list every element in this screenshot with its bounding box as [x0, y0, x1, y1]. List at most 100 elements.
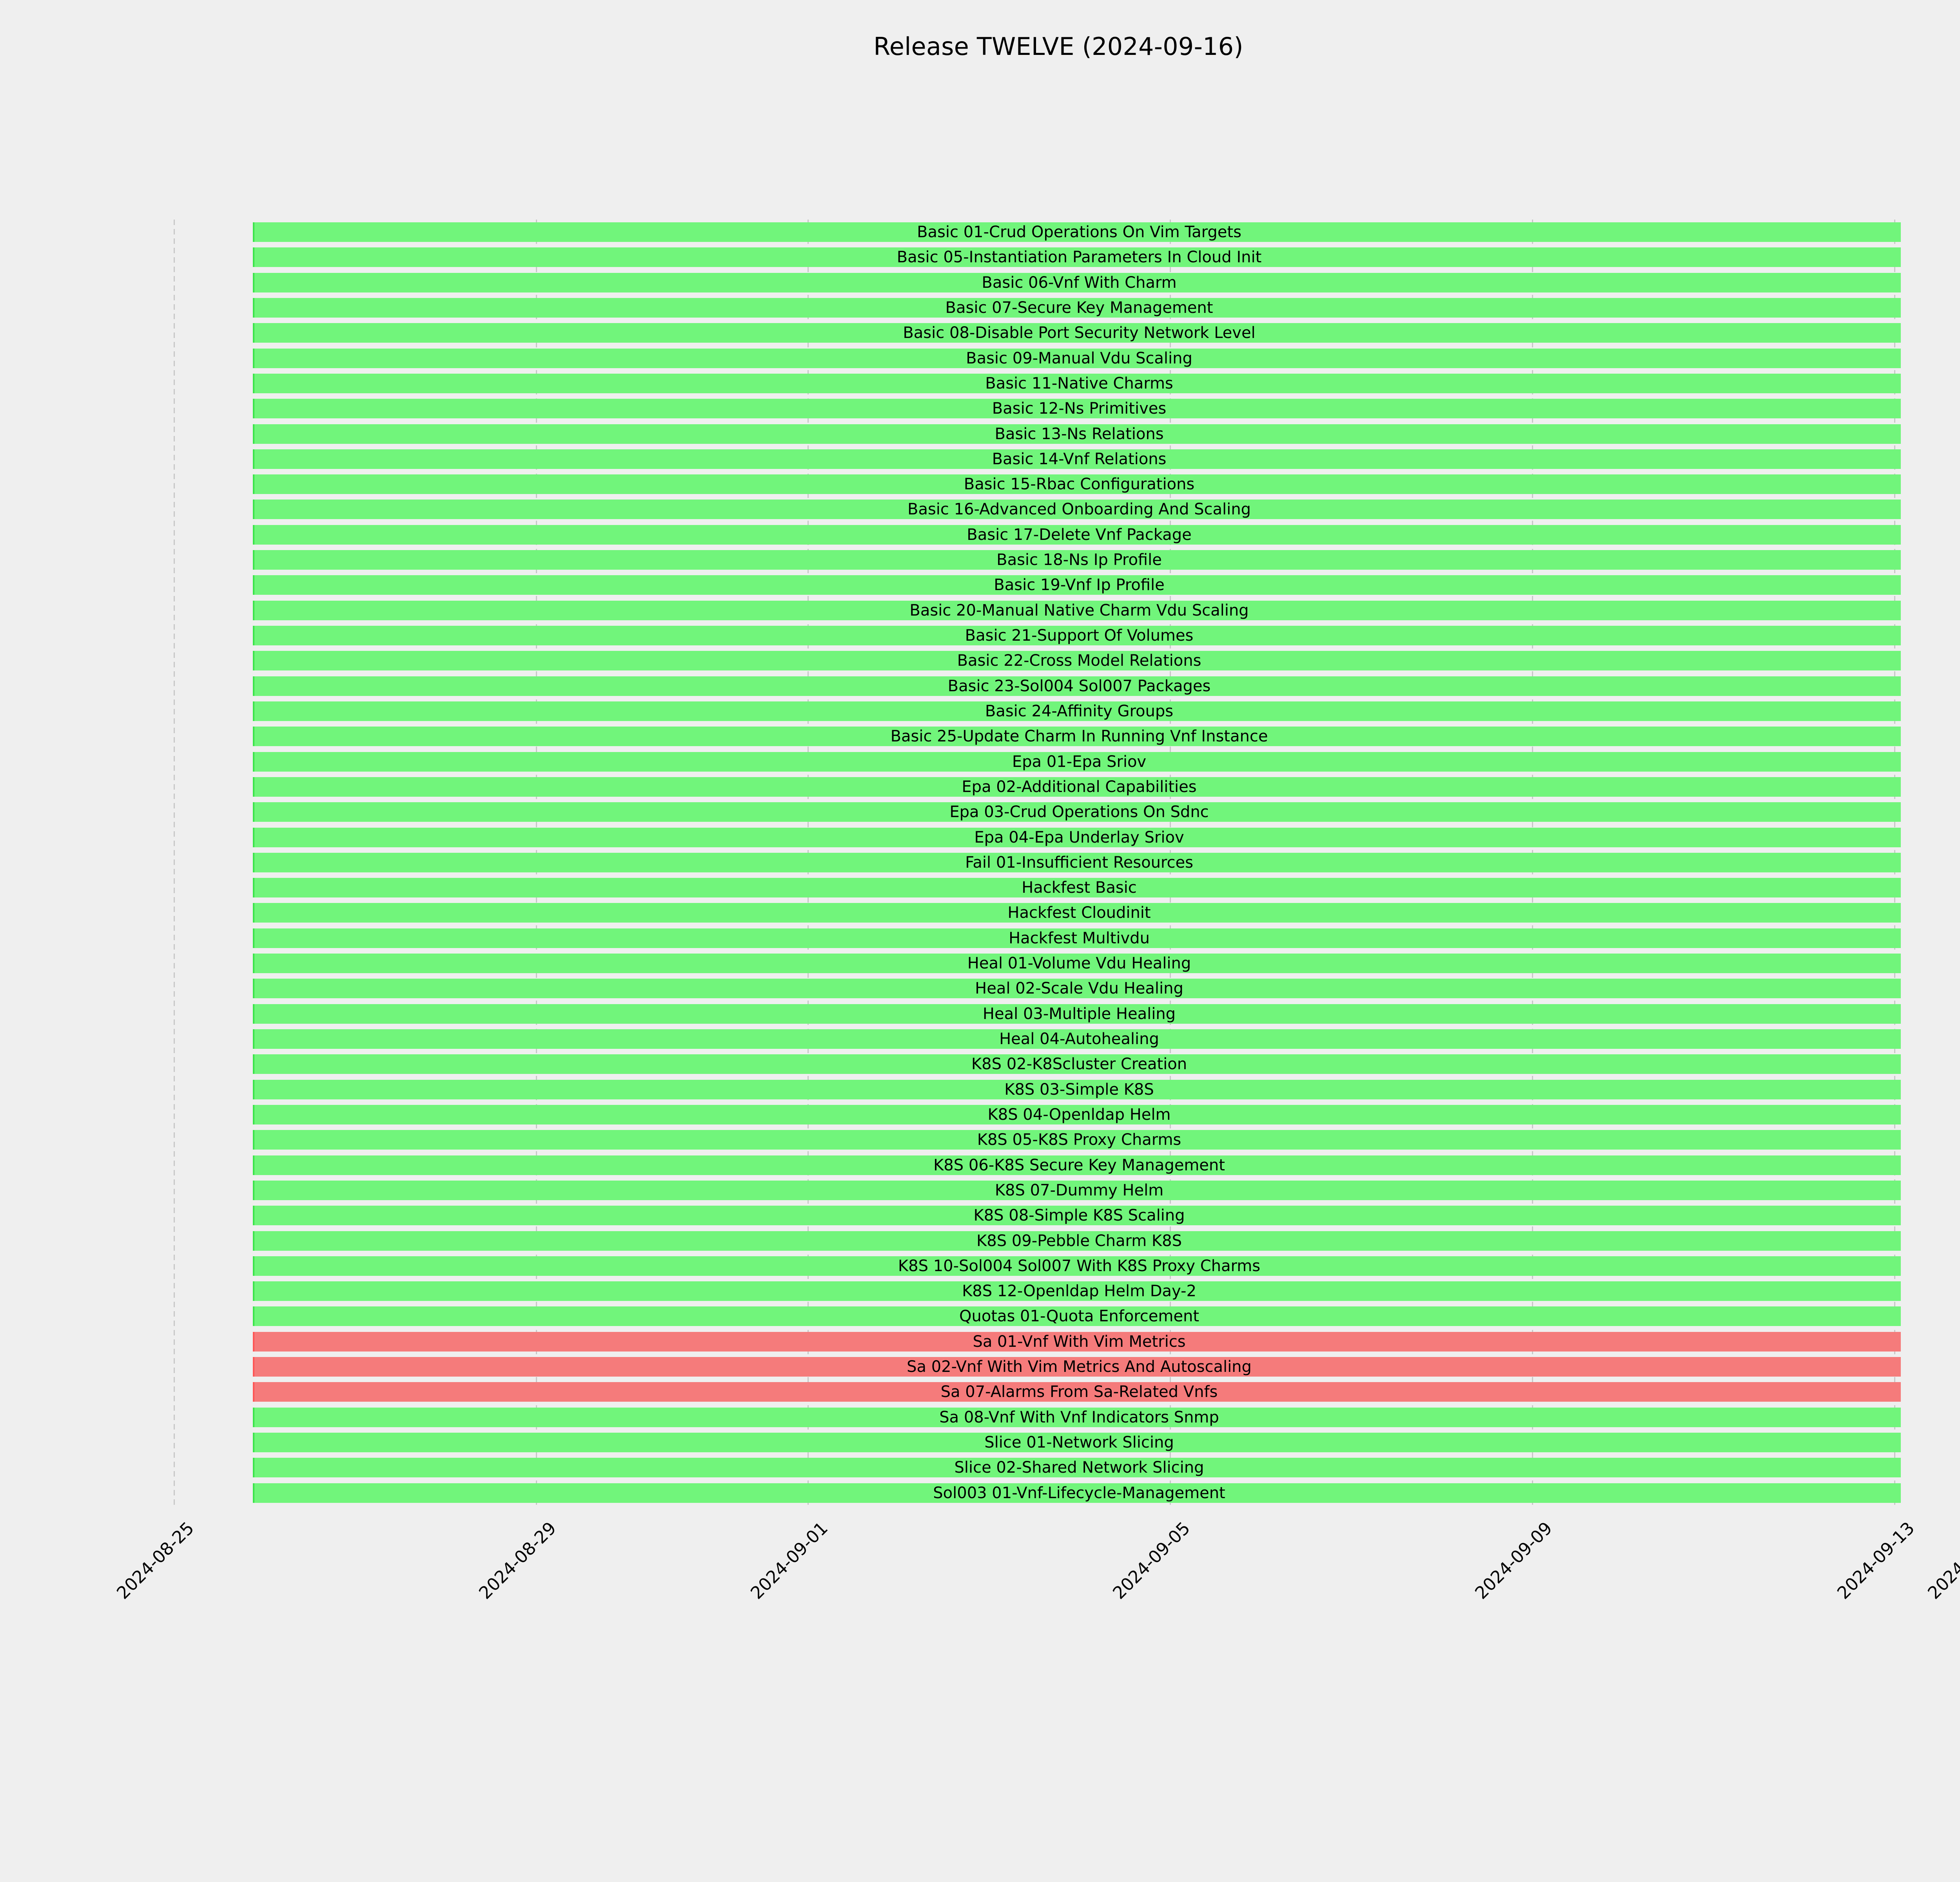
gantt-row[interactable]: Hackfest Cloudinit: [174, 900, 1960, 925]
gantt-row[interactable]: Basic 12-Ns Primitives: [174, 396, 1960, 421]
gantt-bar-pass[interactable]: [252, 1004, 1901, 1024]
gantt-row[interactable]: Basic 15-Rbac Configurations: [174, 472, 1960, 497]
gantt-bar-pass[interactable]: [252, 272, 1901, 292]
gantt-row[interactable]: Basic 11-Native Charms: [174, 371, 1960, 396]
gantt-bar-pass[interactable]: [252, 1130, 1901, 1150]
gantt-row[interactable]: Heal 01-Volume Vdu Healing: [174, 951, 1960, 976]
gantt-bar-pass[interactable]: [252, 1458, 1901, 1478]
gantt-bar-pass[interactable]: [252, 1306, 1901, 1326]
gantt-row[interactable]: Basic 07-Secure Key Management: [174, 295, 1960, 320]
gantt-bar-pass[interactable]: [252, 1079, 1901, 1099]
gantt-bar-pass[interactable]: [252, 1206, 1901, 1226]
gantt-bar-pass[interactable]: [252, 676, 1901, 696]
gantt-row[interactable]: Epa 03-Crud Operations On Sdnc: [174, 799, 1960, 825]
gantt-row[interactable]: Basic 23-Sol004 Sol007 Packages: [174, 674, 1960, 699]
gantt-bar-pass[interactable]: [252, 550, 1901, 570]
gantt-row[interactable]: Heal 02-Scale Vdu Healing: [174, 976, 1960, 1001]
gantt-bar-pass[interactable]: [252, 525, 1901, 545]
gantt-row[interactable]: Heal 03-Multiple Healing: [174, 1001, 1960, 1026]
gantt-bar-pass[interactable]: [252, 424, 1901, 444]
gantt-bar-pass[interactable]: [252, 1281, 1901, 1301]
gantt-bar-fail[interactable]: [252, 1357, 1901, 1377]
gantt-bar-pass[interactable]: [252, 954, 1901, 974]
gantt-bar-pass[interactable]: [252, 1054, 1901, 1074]
gantt-bar-pass[interactable]: [252, 298, 1901, 318]
gantt-bar-pass[interactable]: [252, 1029, 1901, 1049]
gantt-bar-pass[interactable]: [252, 222, 1901, 242]
gantt-bar-pass[interactable]: [252, 727, 1901, 747]
gantt-row[interactable]: Sa 01-Vnf With Vim Metrics: [174, 1329, 1960, 1354]
gantt-row[interactable]: Slice 02-Shared Network Slicing: [174, 1455, 1960, 1480]
gantt-bar-pass[interactable]: [252, 878, 1901, 898]
gantt-bar-pass[interactable]: [252, 1256, 1901, 1276]
gantt-row[interactable]: Basic 06-Vnf With Charm: [174, 270, 1960, 295]
gantt-row[interactable]: Sa 08-Vnf With Vnf Indicators Snmp: [174, 1405, 1960, 1430]
gantt-bar-pass[interactable]: [252, 575, 1901, 595]
gantt-bar-pass[interactable]: [252, 827, 1901, 847]
gantt-row[interactable]: K8S 06-K8S Secure Key Management: [174, 1153, 1960, 1178]
gantt-bar-pass[interactable]: [252, 928, 1901, 948]
gantt-row[interactable]: Heal 04-Autohealing: [174, 1026, 1960, 1052]
gantt-bar-pass[interactable]: [252, 348, 1901, 368]
gantt-bar-pass[interactable]: [252, 1104, 1901, 1124]
gantt-bar-pass[interactable]: [252, 323, 1901, 343]
gantt-row[interactable]: Basic 16-Advanced Onboarding And Scaling: [174, 497, 1960, 522]
gantt-row[interactable]: Sa 07-Alarms From Sa-Related Vnfs: [174, 1379, 1960, 1404]
gantt-row[interactable]: Basic 05-Instantiation Parameters In Clo…: [174, 245, 1960, 270]
gantt-row[interactable]: Epa 04-Epa Underlay Sriov: [174, 825, 1960, 850]
gantt-bar-pass[interactable]: [252, 1483, 1901, 1503]
gantt-bar-pass[interactable]: [252, 651, 1901, 671]
gantt-bar-pass[interactable]: [252, 1407, 1901, 1427]
gantt-bar-pass[interactable]: [252, 626, 1901, 646]
gantt-row[interactable]: Basic 13-Ns Relations: [174, 421, 1960, 447]
gantt-bar-pass[interactable]: [252, 852, 1901, 872]
gantt-row[interactable]: Sol003 01-Vnf-Lifecycle-Management: [174, 1481, 1960, 1506]
gantt-bar-pass[interactable]: [252, 701, 1901, 721]
gantt-row[interactable]: Basic 18-Ns Ip Profile: [174, 547, 1960, 572]
gantt-row[interactable]: Basic 17-Delete Vnf Package: [174, 522, 1960, 547]
gantt-row[interactable]: Slice 01-Network Slicing: [174, 1430, 1960, 1455]
gantt-row[interactable]: Basic 24-Affinity Groups: [174, 699, 1960, 724]
gantt-row[interactable]: K8S 04-Openldap Helm: [174, 1102, 1960, 1127]
gantt-row[interactable]: Epa 02-Additional Capabilities: [174, 774, 1960, 799]
gantt-row[interactable]: K8S 05-K8S Proxy Charms: [174, 1127, 1960, 1152]
gantt-bar-pass[interactable]: [252, 449, 1901, 469]
gantt-row[interactable]: Basic 20-Manual Native Charm Vdu Scaling: [174, 598, 1960, 623]
gantt-row[interactable]: Sa 02-Vnf With Vim Metrics And Autoscali…: [174, 1354, 1960, 1379]
gantt-bar-fail[interactable]: [252, 1382, 1901, 1402]
gantt-bar-pass[interactable]: [252, 600, 1901, 620]
gantt-row[interactable]: Basic 08-Disable Port Security Network L…: [174, 320, 1960, 345]
gantt-row[interactable]: Epa 01-Epa Sriov: [174, 749, 1960, 774]
gantt-bar-pass[interactable]: [252, 802, 1901, 822]
gantt-row[interactable]: K8S 12-Openldap Helm Day-2: [174, 1279, 1960, 1304]
gantt-row[interactable]: K8S 03-Simple K8S: [174, 1077, 1960, 1102]
gantt-row[interactable]: K8S 02-K8Scluster Creation: [174, 1052, 1960, 1077]
gantt-bar-pass[interactable]: [252, 1231, 1901, 1251]
gantt-bar-pass[interactable]: [252, 1155, 1901, 1175]
gantt-row[interactable]: K8S 10-Sol004 Sol007 With K8S Proxy Char…: [174, 1253, 1960, 1279]
gantt-bar-pass[interactable]: [252, 979, 1901, 999]
gantt-bar-fail[interactable]: [252, 1332, 1901, 1352]
gantt-bar-pass[interactable]: [252, 1433, 1901, 1453]
gantt-row[interactable]: K8S 07-Dummy Helm: [174, 1178, 1960, 1203]
gantt-bar-pass[interactable]: [252, 399, 1901, 419]
gantt-bar-pass[interactable]: [252, 474, 1901, 494]
gantt-row[interactable]: Quotas 01-Quota Enforcement: [174, 1304, 1960, 1329]
gantt-bar-pass[interactable]: [252, 752, 1901, 772]
gantt-row[interactable]: Basic 14-Vnf Relations: [174, 447, 1960, 472]
gantt-row[interactable]: K8S 08-Simple K8S Scaling: [174, 1203, 1960, 1228]
gantt-row[interactable]: Basic 22-Cross Model Relations: [174, 648, 1960, 673]
gantt-row[interactable]: Basic 09-Manual Vdu Scaling: [174, 346, 1960, 371]
gantt-row[interactable]: Hackfest Basic: [174, 875, 1960, 900]
gantt-bar-pass[interactable]: [252, 247, 1901, 267]
gantt-bar-pass[interactable]: [252, 903, 1901, 923]
gantt-row[interactable]: Basic 19-Vnf Ip Profile: [174, 572, 1960, 598]
gantt-bar-pass[interactable]: [252, 500, 1901, 520]
gantt-row[interactable]: K8S 09-Pebble Charm K8S: [174, 1228, 1960, 1253]
gantt-row[interactable]: Fail 01-Insufficient Resources: [174, 850, 1960, 875]
gantt-row[interactable]: Basic 21-Support Of Volumes: [174, 623, 1960, 648]
gantt-bar-pass[interactable]: [252, 1180, 1901, 1200]
gantt-row[interactable]: Hackfest Multivdu: [174, 926, 1960, 951]
gantt-row[interactable]: Basic 25-Update Charm In Running Vnf Ins…: [174, 724, 1960, 749]
gantt-bar-pass[interactable]: [252, 777, 1901, 797]
